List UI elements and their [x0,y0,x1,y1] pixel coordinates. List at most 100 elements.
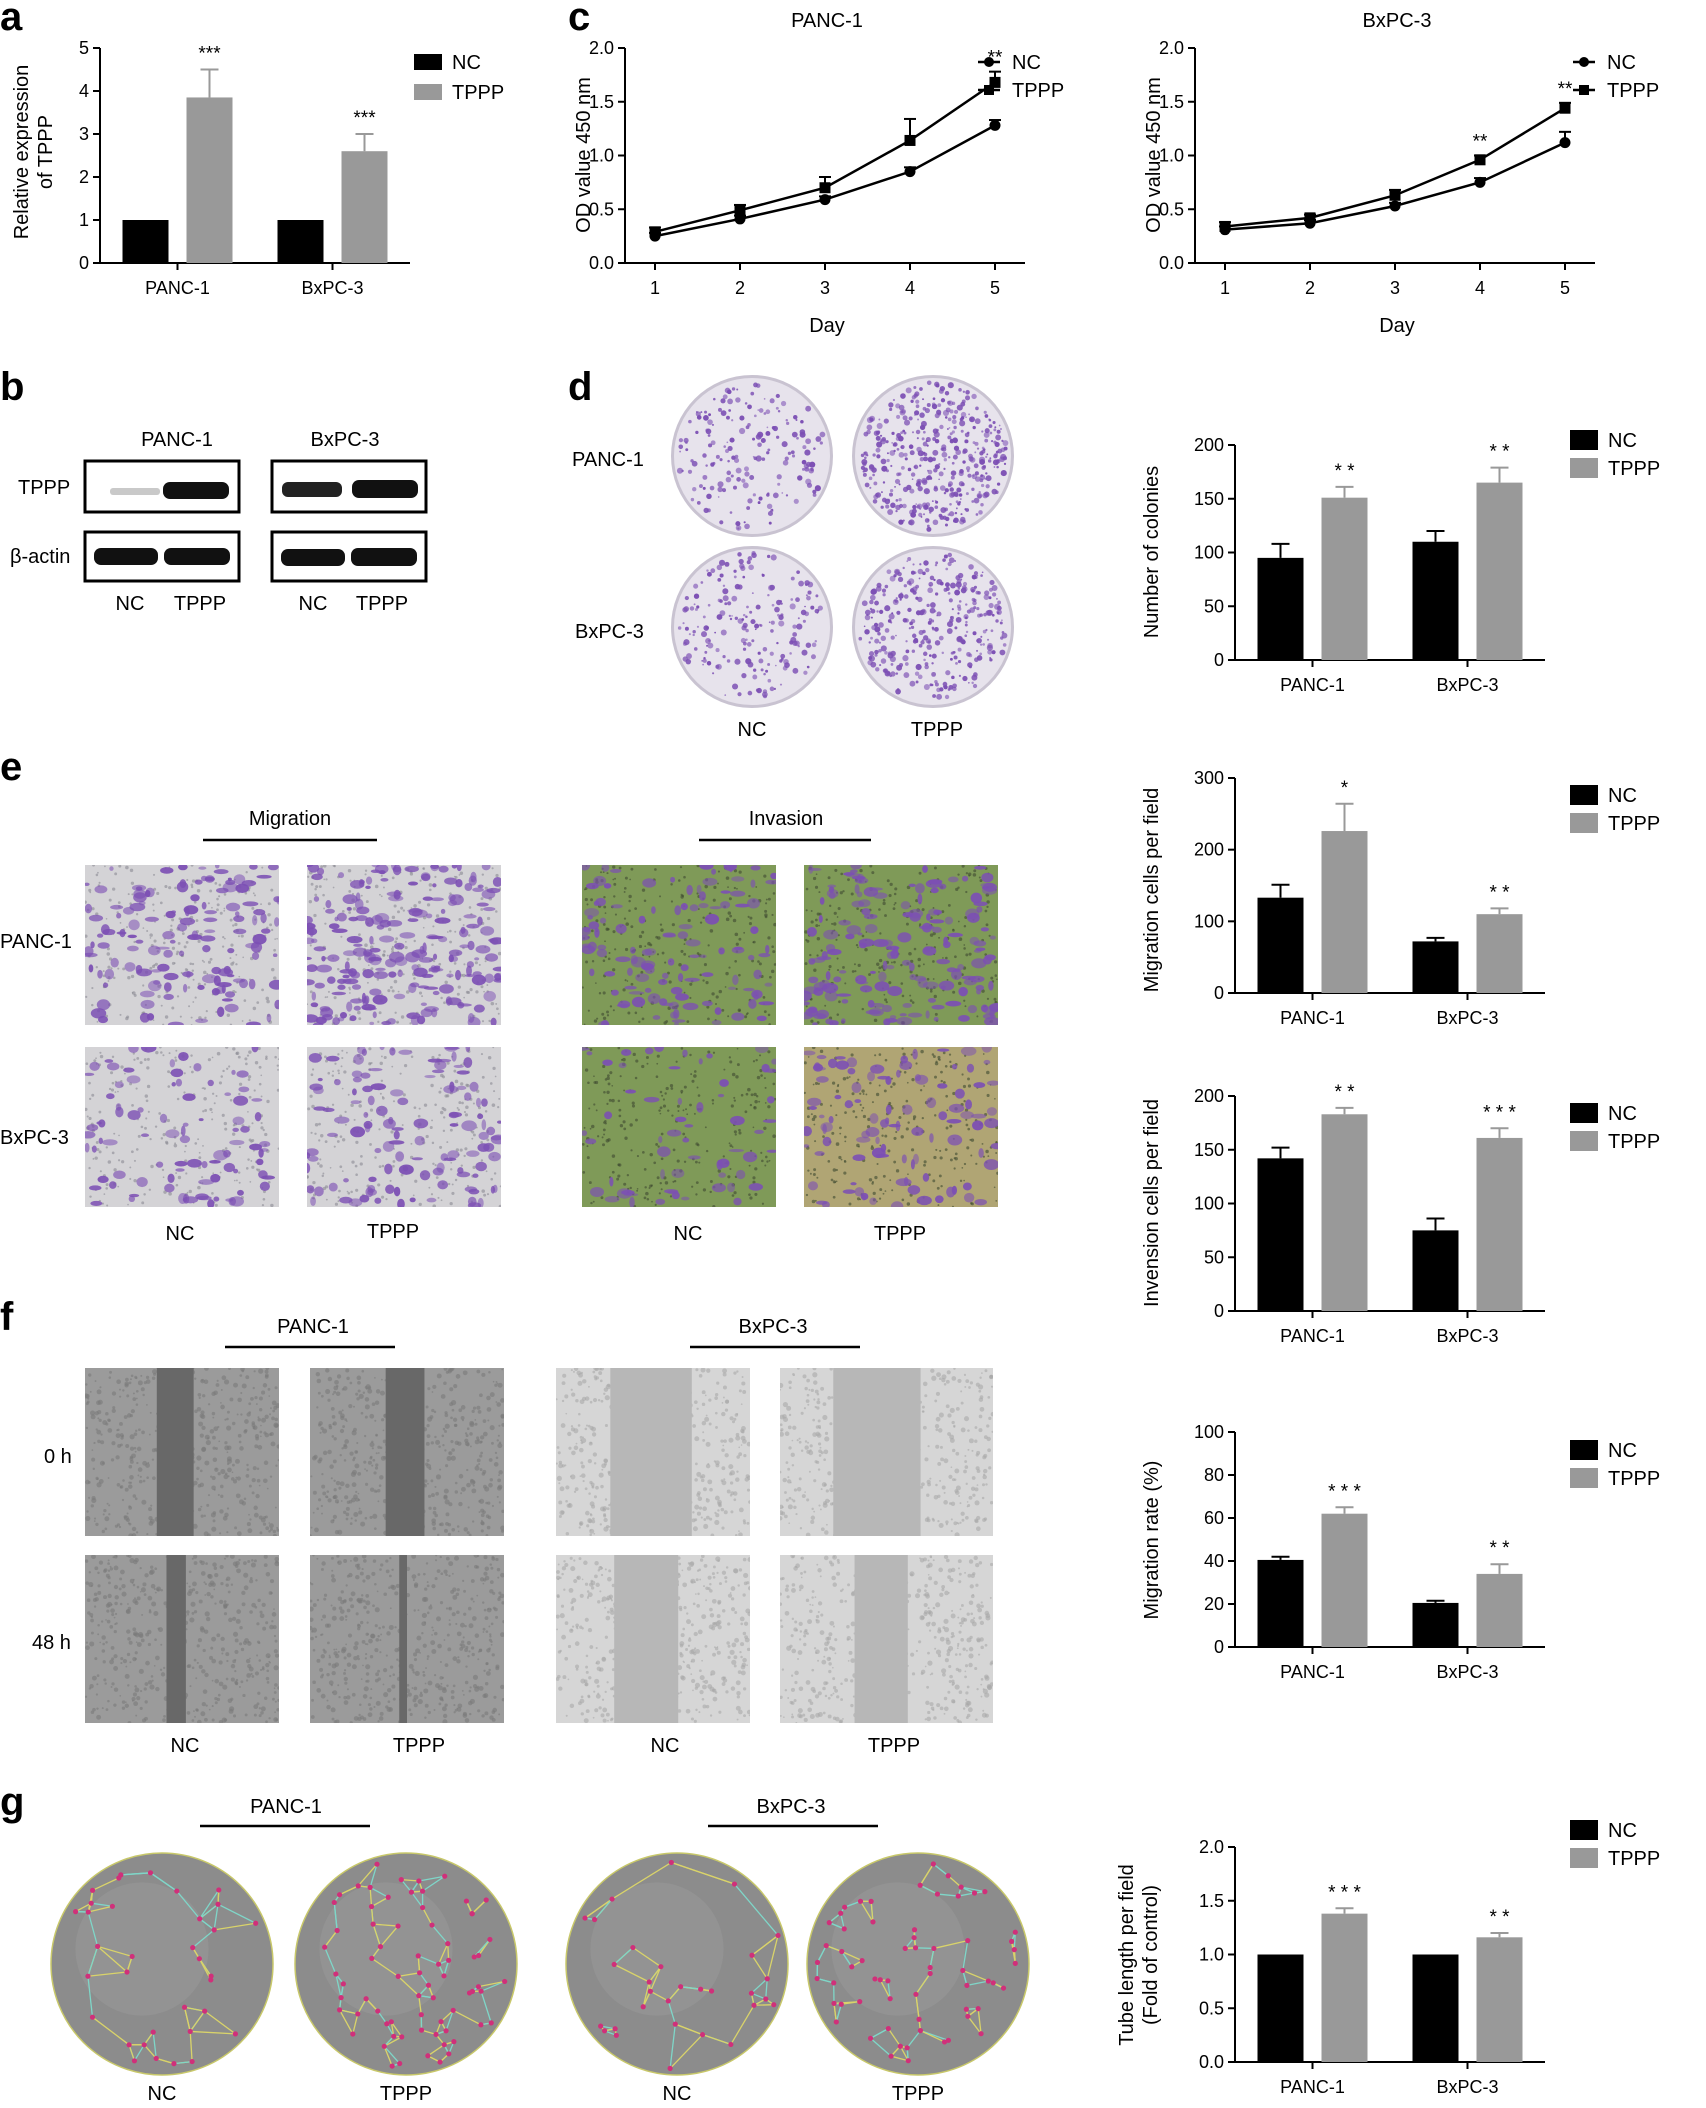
x-tick-label: PANC-1 [1280,1326,1345,1346]
colony-dot [895,634,897,637]
pore-dot [883,1089,887,1093]
pore-dot [392,1100,396,1103]
colony-dot [948,456,951,459]
stained-cell [346,1001,353,1012]
pore-dot [106,952,111,956]
pore-dot [480,985,484,989]
y-tick-label: 3 [79,124,89,144]
cell-texture [226,1451,229,1454]
colony-dot [895,510,898,513]
colony-dot [776,599,782,606]
stained-cell [804,986,819,995]
colony-dot [988,602,994,609]
colony-dot [747,404,752,410]
pore-dot [659,1112,662,1115]
pore-dot [397,990,400,993]
pore-dot [349,1014,351,1016]
stained-cell [472,1173,479,1178]
y-tick-label: 100 [1194,911,1224,931]
pore-dot [676,1159,680,1163]
pore-dot [893,1160,897,1164]
colony-dot [751,639,755,643]
stained-cell [582,865,591,871]
stained-cell [139,990,155,998]
colony-dot [735,467,742,474]
pore-dot [911,1001,915,1004]
stained-cell [195,1193,209,1200]
pore-dot [185,940,189,944]
stained-cell [459,928,469,938]
pore-dot [612,865,616,869]
pore-dot [346,1051,348,1054]
colony-dot [903,594,909,599]
pore-dot [725,971,729,976]
colony-dot [706,569,709,572]
stained-cell [390,1089,404,1097]
stained-cell [770,872,776,880]
stained-cell [334,1078,341,1086]
colony-dot [870,616,873,619]
cell-texture [265,1526,270,1531]
pore-dot [744,1015,748,1019]
colony-dot [890,663,894,666]
stained-cell [682,1049,688,1058]
colony-dot [955,616,962,623]
pore-dot [145,1099,149,1103]
stained-cell [126,1075,141,1084]
pore-dot [996,1171,998,1175]
pore-dot [733,1130,737,1134]
cell-texture [135,1389,139,1393]
colony-plate-image [671,375,833,537]
pore-dot [117,1185,120,1188]
pore-dot [829,1104,833,1107]
pore-dot [480,1159,484,1162]
pore-dot [92,865,95,867]
pore-dot [412,1194,415,1197]
pore-dot [240,934,244,938]
stained-cell [352,947,367,957]
pore-dot [219,1171,222,1174]
cell-texture [85,1515,91,1521]
stained-cell [194,879,203,885]
pore-dot [740,1093,744,1097]
colony-dot [908,444,914,449]
colony-dot [881,465,888,472]
pore-dot [602,923,606,926]
blot-lane-label: NC [116,593,145,615]
colony-dot [744,402,748,405]
pore-dot [749,1103,753,1107]
pore-dot [963,925,967,928]
stained-cell [407,881,419,886]
colony-dot [957,572,964,579]
pore-dot [920,1049,924,1054]
cell-texture [141,1430,145,1435]
colony-dot [814,608,820,614]
pore-dot [734,1133,737,1136]
colony-dot [802,467,805,471]
stained-cell [392,866,402,873]
colony-dot [943,587,948,592]
pore-dot [173,962,176,965]
pore-dot [643,1196,647,1200]
colony-dot [694,608,698,611]
stained-cell [750,926,759,934]
colony-dot [909,509,915,515]
colony-dot [682,622,685,625]
stained-cell [743,1151,758,1163]
pore-dot [133,993,137,997]
pore-dot [209,1107,213,1111]
pore-dot [85,1107,88,1112]
pore-dot [111,1055,115,1059]
stained-cell [960,1111,974,1119]
pore-dot [206,972,209,975]
stained-cell [422,896,433,901]
colony-dot [910,619,916,624]
pore-dot [209,889,213,893]
colony-dot [929,683,933,687]
stained-cell [397,969,403,978]
invasion-image [582,865,776,1025]
stained-cell [313,1106,326,1111]
colony-dot [993,466,996,468]
